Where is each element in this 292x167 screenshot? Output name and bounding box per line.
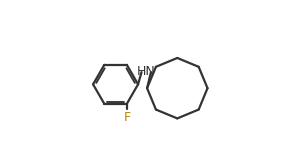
Text: F: F [123, 111, 131, 124]
Text: HN: HN [137, 65, 156, 78]
